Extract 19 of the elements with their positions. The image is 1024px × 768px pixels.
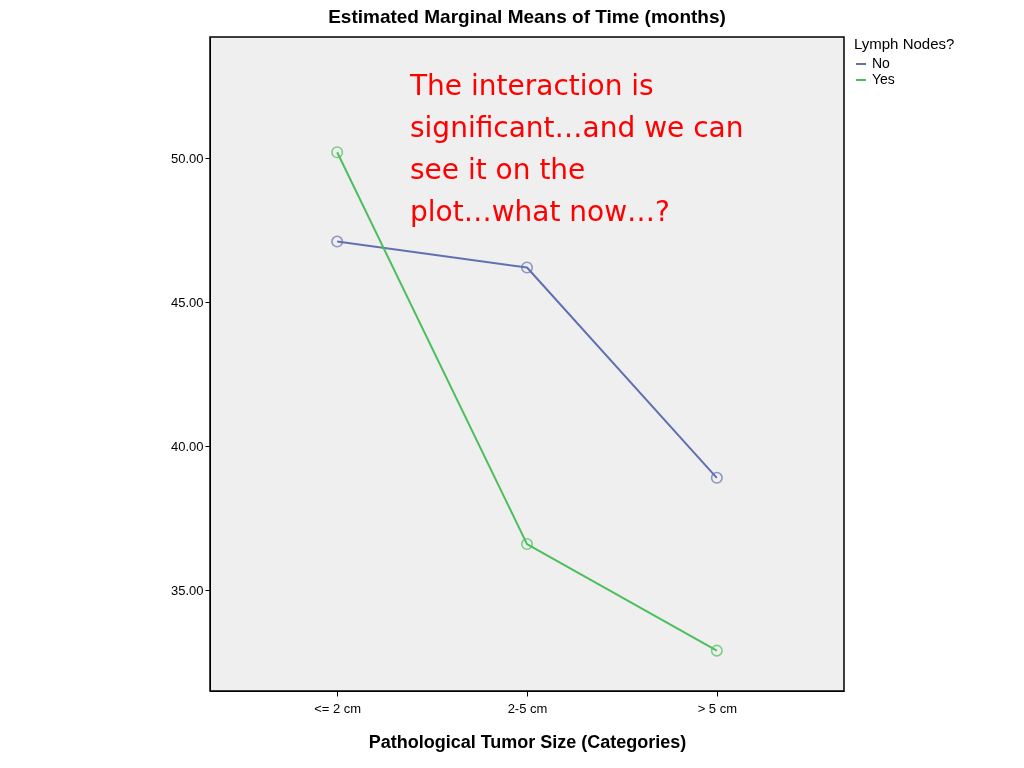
- legend-label: Yes: [872, 71, 895, 87]
- x-axis-title: Pathological Tumor Size (Categories): [368, 731, 687, 752]
- x-tick-label: <= 2 cm: [314, 700, 362, 716]
- chart-title: Estimated Marginal Means of Time (months): [328, 6, 726, 27]
- x-tick-label: 2-5 cm: [507, 700, 548, 716]
- annotation: The interaction is significant…and we can see it on the plot…what now…?: [409, 69, 744, 228]
- y-tick-label: 50.00: [170, 150, 204, 166]
- point: [520, 538, 534, 551]
- y-tick-label: 45.00: [170, 294, 204, 310]
- y-tick-label: 40.00: [170, 438, 204, 454]
- point: [710, 644, 723, 657]
- y-tick-label: 35.00: [170, 582, 204, 598]
- point: [331, 146, 344, 159]
- point: [710, 471, 723, 484]
- point: [520, 261, 534, 274]
- legend-label: No: [872, 55, 891, 71]
- x-tick-label: > 5 cm: [697, 700, 738, 716]
- point: [331, 235, 344, 248]
- legend-title: Lymph Nodes?: [854, 35, 955, 52]
